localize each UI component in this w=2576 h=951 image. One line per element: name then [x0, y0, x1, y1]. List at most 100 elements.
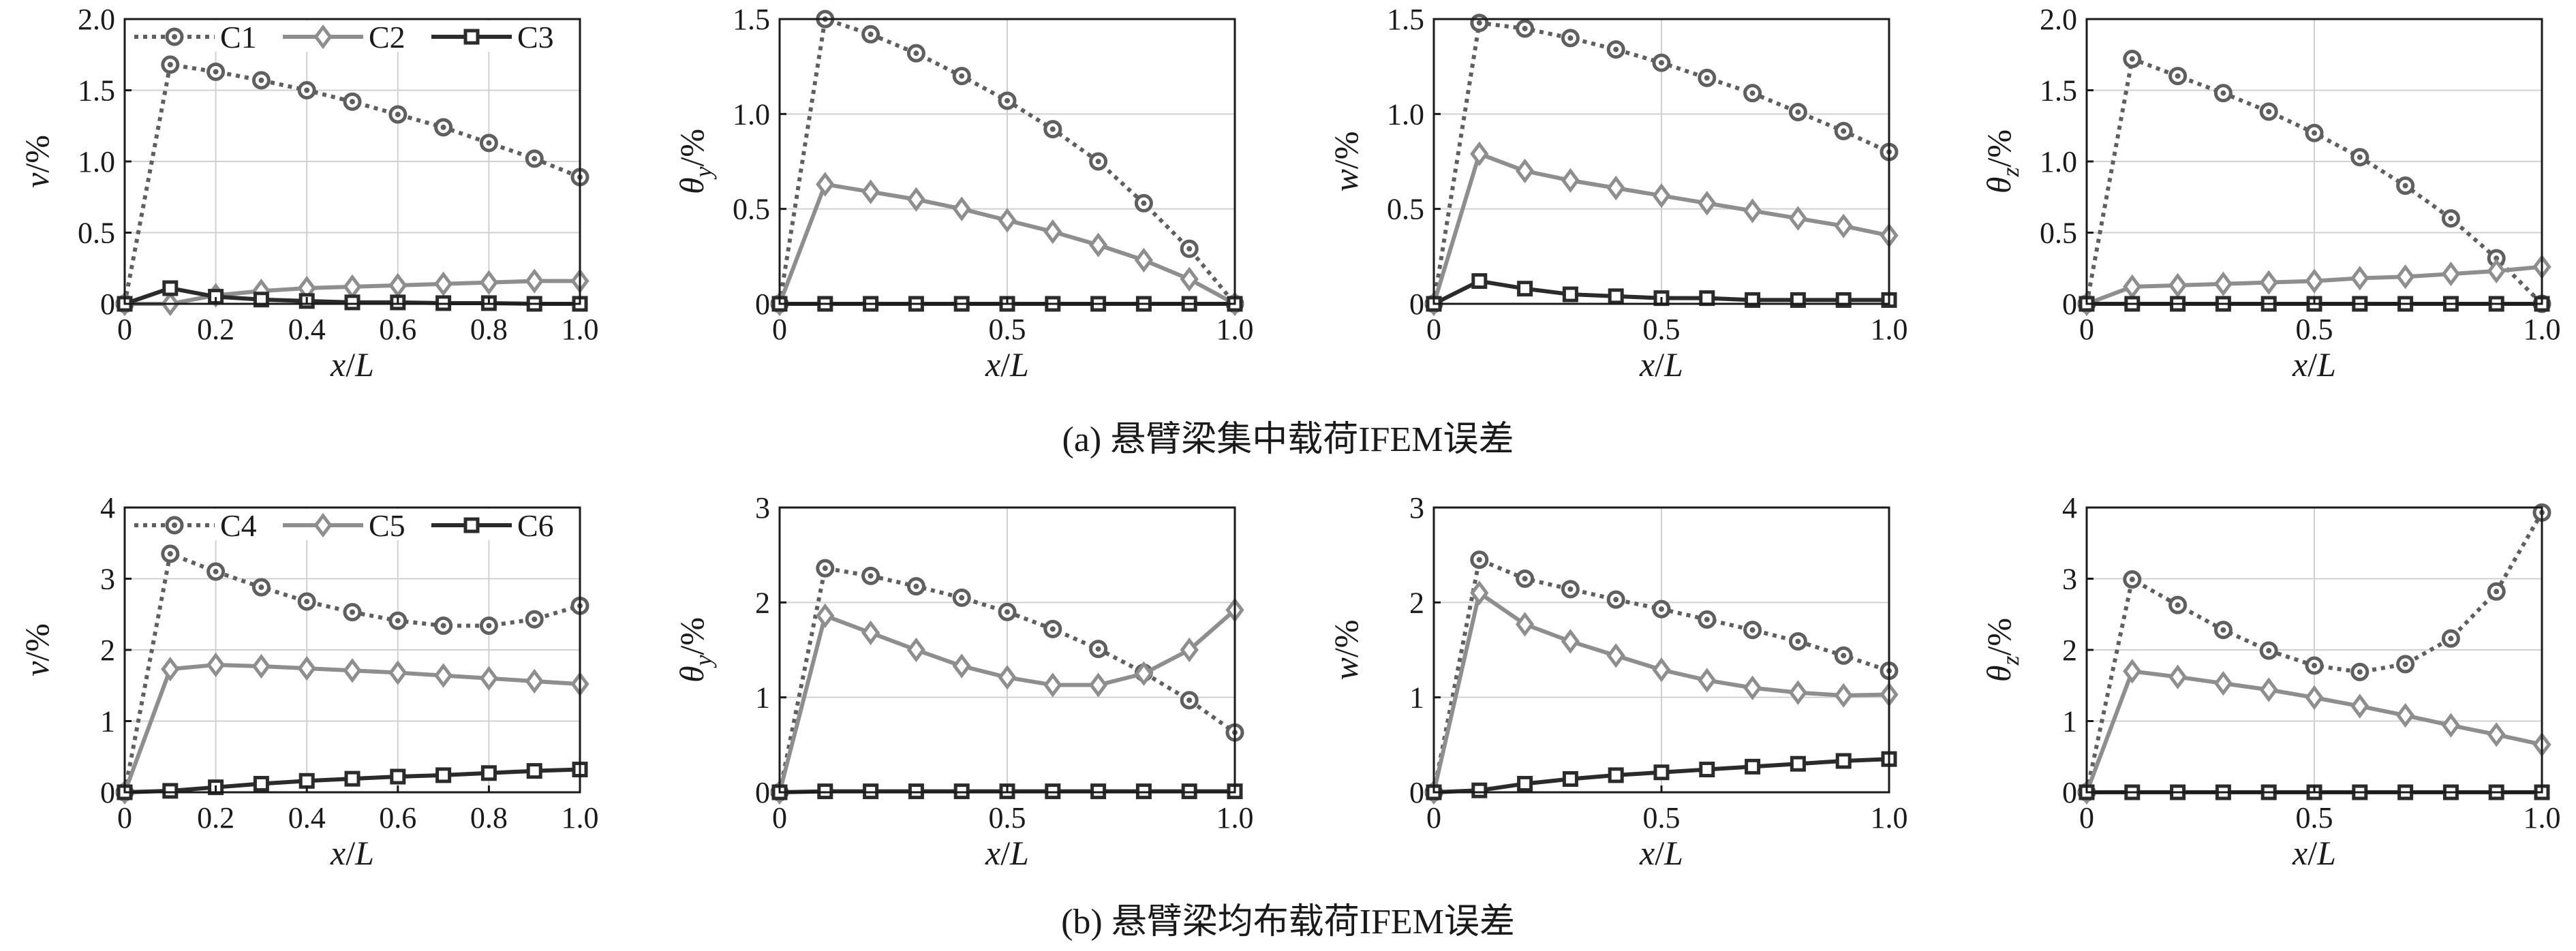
point-C2-2 [861, 179, 880, 204]
point-C6-7 [435, 767, 452, 783]
point-C5-6 [1043, 672, 1062, 698]
caption-a: (a) 悬臂梁集中载荷IFEM误差 [1062, 420, 1514, 459]
legend-marker-C6 [463, 517, 480, 533]
x-tick-label: 0.5 [989, 313, 1026, 346]
point-C1-4-center [304, 87, 310, 93]
point-C5-9 [1834, 683, 1853, 708]
y-tick-label: 1.0 [733, 97, 770, 131]
legend-marker-C2 [313, 24, 333, 50]
x-axis-label: x/L [2292, 345, 2336, 384]
point-C5-2 [1515, 612, 1535, 637]
point-C4-1-center [2129, 576, 2135, 582]
point-C5-6 [388, 660, 408, 685]
chart-0-1: 0 0.5 1.0 0 0.5 1.0 1.5 x/L θy/% [673, 3, 1254, 384]
point-C5-7 [2395, 702, 2415, 728]
y-tick-label: 3 [100, 563, 115, 596]
point-C1-9-center [532, 155, 538, 161]
point-C5-1 [2123, 659, 2142, 684]
point-C4-3-center [913, 583, 919, 589]
series-C6 [117, 762, 588, 800]
x-tick-label: 1.0 [562, 801, 599, 835]
y-axis-label: v/% [18, 623, 56, 676]
point-C5-4 [952, 653, 971, 679]
series-line-C1 [123, 62, 581, 305]
x-tick-label: 0.5 [2296, 801, 2333, 835]
point-C1-2-center [2175, 73, 2181, 79]
point-C2-3 [906, 187, 926, 212]
y-tick-label: 2 [1409, 586, 1424, 619]
legend-label-C3: C3 [517, 20, 554, 54]
point-C1-9-center [1186, 246, 1193, 252]
point-C6-5 [1653, 764, 1670, 781]
point-C1-7-center [440, 124, 446, 130]
point-C3-3 [253, 292, 269, 308]
point-C4-3-center [2220, 627, 2226, 633]
point-C2-4 [1606, 175, 1625, 201]
point-C5-8 [2441, 713, 2461, 738]
point-C2-6 [388, 272, 408, 298]
point-C4-6-center [1049, 626, 1056, 632]
y-axis-label: θz/% [1980, 618, 2024, 682]
y-tick-label: 0 [1409, 776, 1424, 809]
point-C6-2 [1517, 775, 1533, 792]
point-C5-7 [1743, 675, 1762, 700]
series-C4 [1424, 550, 1899, 802]
point-C4-8-center [2448, 636, 2454, 642]
point-C1-2-center [213, 69, 219, 75]
point-C5-6 [1698, 668, 1717, 693]
legend-label-C4: C4 [220, 508, 257, 543]
legend-label-C6: C6 [517, 508, 554, 543]
x-axis-label: x/L [1639, 345, 1683, 384]
point-C2-4 [2259, 270, 2278, 295]
point-C4-3-center [1567, 586, 1574, 592]
x-tick-label: 1.0 [1871, 801, 1908, 835]
point-C1-5-center [2312, 130, 2317, 136]
legend-label-C2: C2 [369, 20, 405, 54]
y-tick-label: 1 [1409, 681, 1424, 715]
point-C2-5 [2305, 268, 2324, 294]
legend: C4 C5 C6 [130, 508, 574, 543]
point-C2-5 [998, 208, 1017, 233]
point-C2-9 [1180, 266, 1199, 292]
point-C2-6 [2350, 266, 2370, 291]
series-C5 [2077, 659, 2551, 805]
series-C1 [115, 55, 589, 313]
point-C2-8 [479, 270, 499, 295]
point-C1-6-center [1049, 126, 1056, 132]
x-axis-label: x/L [2292, 834, 2336, 872]
point-C4-5-center [1659, 606, 1664, 612]
y-tick-label: 1.0 [78, 145, 115, 178]
x-axis-label: x/L [985, 345, 1029, 384]
point-C3-1 [162, 280, 179, 296]
point-C1-3-center [258, 77, 264, 83]
point-C1-5-center [350, 99, 355, 105]
y-tick-label: 1 [100, 705, 115, 738]
point-C5-3 [251, 653, 271, 679]
point-C2-1 [2123, 274, 2142, 300]
point-C6-4 [298, 773, 315, 789]
y-axis-label: θy/% [673, 617, 717, 683]
point-C2-7 [2395, 264, 2415, 290]
point-C6-3 [1562, 770, 1578, 787]
point-C4-9-center [532, 617, 538, 623]
x-tick-label: 0.8 [470, 801, 508, 835]
point-C4-2-center [2175, 602, 2181, 608]
point-C6-9 [526, 763, 542, 779]
x-tick-label: 0.2 [197, 313, 234, 346]
point-C4-1-center [167, 550, 173, 557]
point-C5-2 [861, 620, 880, 646]
x-tick-label: 1.0 [1216, 801, 1254, 835]
point-C6-9 [1835, 753, 1852, 769]
point-C4-5-center [350, 609, 355, 615]
legend-marker-C5 [313, 512, 333, 538]
point-C5-3 [1561, 629, 1580, 654]
point-C5-8 [1788, 680, 1808, 705]
x-tick-label: 0.6 [379, 313, 416, 346]
point-C5-4 [1606, 643, 1625, 668]
point-C4-4-center [304, 598, 310, 604]
x-tick-label: 0 [117, 801, 132, 835]
point-C1-9-center [1841, 128, 1847, 134]
x-tick-label: 0 [1426, 801, 1441, 835]
x-tick-label: 0 [2079, 801, 2094, 835]
